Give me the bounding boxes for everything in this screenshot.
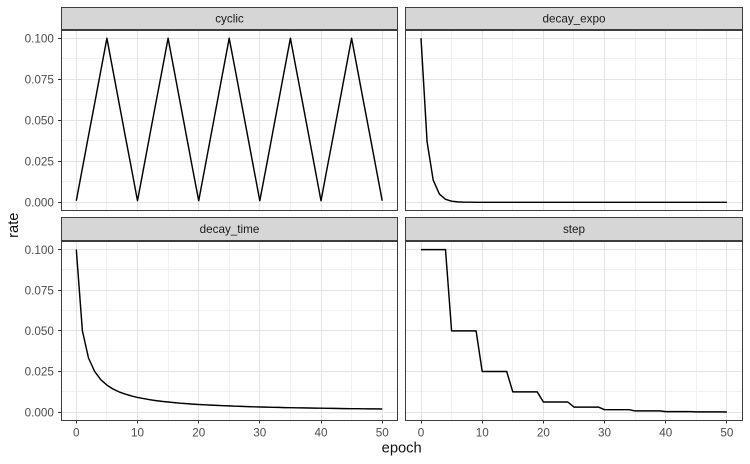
svg-text:0: 0 bbox=[73, 426, 80, 439]
svg-text:0.000: 0.000 bbox=[25, 406, 55, 419]
svg-text:0.050: 0.050 bbox=[25, 115, 55, 128]
svg-text:step: step bbox=[563, 223, 586, 236]
svg-text:0.000: 0.000 bbox=[25, 197, 55, 210]
svg-text:0: 0 bbox=[418, 426, 425, 439]
svg-text:decay_expo: decay_expo bbox=[542, 13, 606, 26]
svg-text:0.075: 0.075 bbox=[25, 284, 55, 297]
svg-text:0.100: 0.100 bbox=[25, 32, 55, 45]
svg-text:0.050: 0.050 bbox=[25, 325, 55, 338]
svg-text:epoch: epoch bbox=[382, 441, 422, 457]
svg-text:10: 10 bbox=[476, 426, 490, 439]
svg-text:50: 50 bbox=[376, 426, 390, 439]
svg-text:20: 20 bbox=[537, 426, 551, 439]
svg-text:decay_time: decay_time bbox=[200, 223, 260, 236]
svg-text:0.025: 0.025 bbox=[25, 366, 55, 379]
svg-text:0.100: 0.100 bbox=[25, 244, 55, 257]
svg-text:cyclic: cyclic bbox=[215, 13, 244, 26]
svg-text:rate: rate bbox=[6, 213, 22, 238]
svg-text:40: 40 bbox=[314, 426, 328, 439]
svg-text:50: 50 bbox=[720, 426, 734, 439]
svg-text:0.025: 0.025 bbox=[25, 156, 55, 169]
svg-text:0.075: 0.075 bbox=[25, 73, 55, 86]
svg-text:20: 20 bbox=[192, 426, 206, 439]
svg-text:30: 30 bbox=[598, 426, 612, 439]
svg-text:30: 30 bbox=[253, 426, 267, 439]
svg-text:40: 40 bbox=[659, 426, 673, 439]
svg-text:10: 10 bbox=[131, 426, 145, 439]
